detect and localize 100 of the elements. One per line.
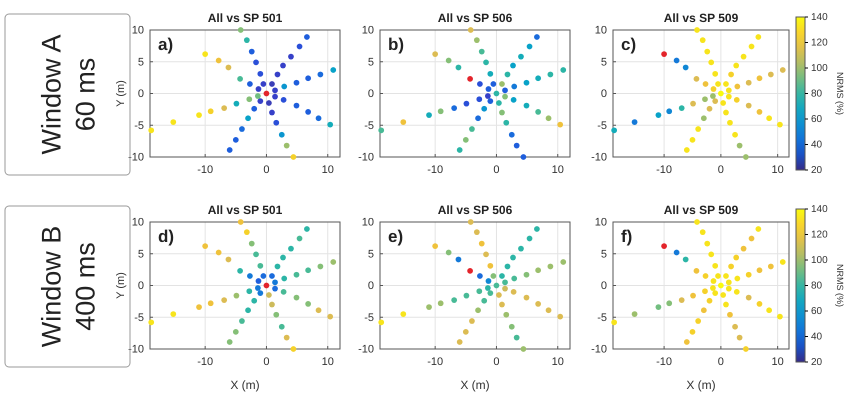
point xyxy=(269,273,275,279)
y-tick-label: 0 xyxy=(138,88,144,100)
point xyxy=(296,44,302,50)
color-bar-label: 80 xyxy=(811,88,823,100)
annotation: f) xyxy=(621,227,632,246)
point xyxy=(504,264,510,270)
color-bar-label: 60 xyxy=(811,114,823,126)
point xyxy=(520,346,526,352)
point xyxy=(520,154,526,160)
y-axis-title: Y (m) xyxy=(115,272,127,299)
point xyxy=(278,132,285,138)
x-tick-label: 0 xyxy=(493,164,500,176)
point xyxy=(478,48,485,54)
color-bar-title: NRMS (%) xyxy=(835,72,845,115)
x-tick-label: 0 xyxy=(263,164,270,176)
text: Window A xyxy=(36,34,66,155)
point xyxy=(327,314,334,320)
point xyxy=(611,319,618,326)
point xyxy=(253,252,259,258)
point xyxy=(330,259,336,265)
point xyxy=(756,75,762,82)
point xyxy=(202,243,208,249)
point xyxy=(695,318,702,324)
point xyxy=(514,142,520,148)
point xyxy=(446,58,452,64)
point xyxy=(487,70,494,77)
y-tick-label: 5 xyxy=(368,248,374,260)
point xyxy=(682,64,689,70)
point xyxy=(712,290,718,296)
point xyxy=(702,273,708,279)
point xyxy=(502,87,508,94)
point xyxy=(700,37,706,44)
point xyxy=(481,298,488,304)
point xyxy=(247,273,253,279)
point xyxy=(712,98,718,104)
point xyxy=(694,27,700,33)
point xyxy=(755,34,762,40)
point xyxy=(221,105,228,111)
y-tick-label: -5 xyxy=(364,312,374,324)
point xyxy=(278,324,285,330)
point xyxy=(715,273,721,279)
point xyxy=(728,264,734,270)
point xyxy=(720,292,726,298)
point xyxy=(768,72,774,78)
point xyxy=(284,142,290,148)
point xyxy=(269,81,275,87)
point xyxy=(432,243,438,249)
point xyxy=(170,119,176,125)
point xyxy=(304,226,310,232)
point xyxy=(734,84,740,90)
point xyxy=(755,226,762,232)
point xyxy=(756,267,762,274)
point xyxy=(503,312,510,318)
point xyxy=(481,106,488,112)
x-tick-label: 10 xyxy=(322,164,334,176)
y-tick-label: 0 xyxy=(368,280,374,292)
point xyxy=(756,301,762,307)
y-tick-label: -10 xyxy=(128,344,144,356)
point xyxy=(304,34,310,40)
point xyxy=(272,87,278,94)
point xyxy=(723,302,729,308)
text: 60 ms xyxy=(70,58,100,132)
point xyxy=(257,262,264,269)
point xyxy=(148,319,154,326)
point xyxy=(148,127,154,134)
point xyxy=(742,346,749,352)
point xyxy=(690,292,696,299)
point xyxy=(477,81,483,87)
point xyxy=(726,87,732,94)
point xyxy=(260,273,266,279)
point xyxy=(557,122,564,128)
point xyxy=(726,286,732,292)
point xyxy=(535,75,542,82)
point xyxy=(483,252,489,258)
point xyxy=(280,288,286,295)
point xyxy=(700,229,706,236)
point xyxy=(632,119,638,125)
point xyxy=(508,324,515,330)
point xyxy=(266,100,272,106)
point xyxy=(272,279,278,286)
point xyxy=(256,278,262,284)
point xyxy=(727,120,733,126)
point xyxy=(438,108,444,114)
point xyxy=(226,256,232,262)
point xyxy=(674,250,680,256)
y-axis-title: Y (m) xyxy=(115,80,127,107)
y-tick-label: -5 xyxy=(134,120,144,132)
point xyxy=(476,288,482,294)
point xyxy=(244,37,250,44)
point xyxy=(534,34,540,40)
annotation: e) xyxy=(388,227,404,246)
y-tick-label: -5 xyxy=(364,120,374,132)
point xyxy=(469,126,475,132)
y-tick-label: 10 xyxy=(362,24,374,37)
point xyxy=(257,290,264,296)
point xyxy=(294,272,300,278)
point xyxy=(305,301,312,307)
point xyxy=(239,126,245,132)
point xyxy=(526,236,532,242)
point xyxy=(281,276,288,282)
